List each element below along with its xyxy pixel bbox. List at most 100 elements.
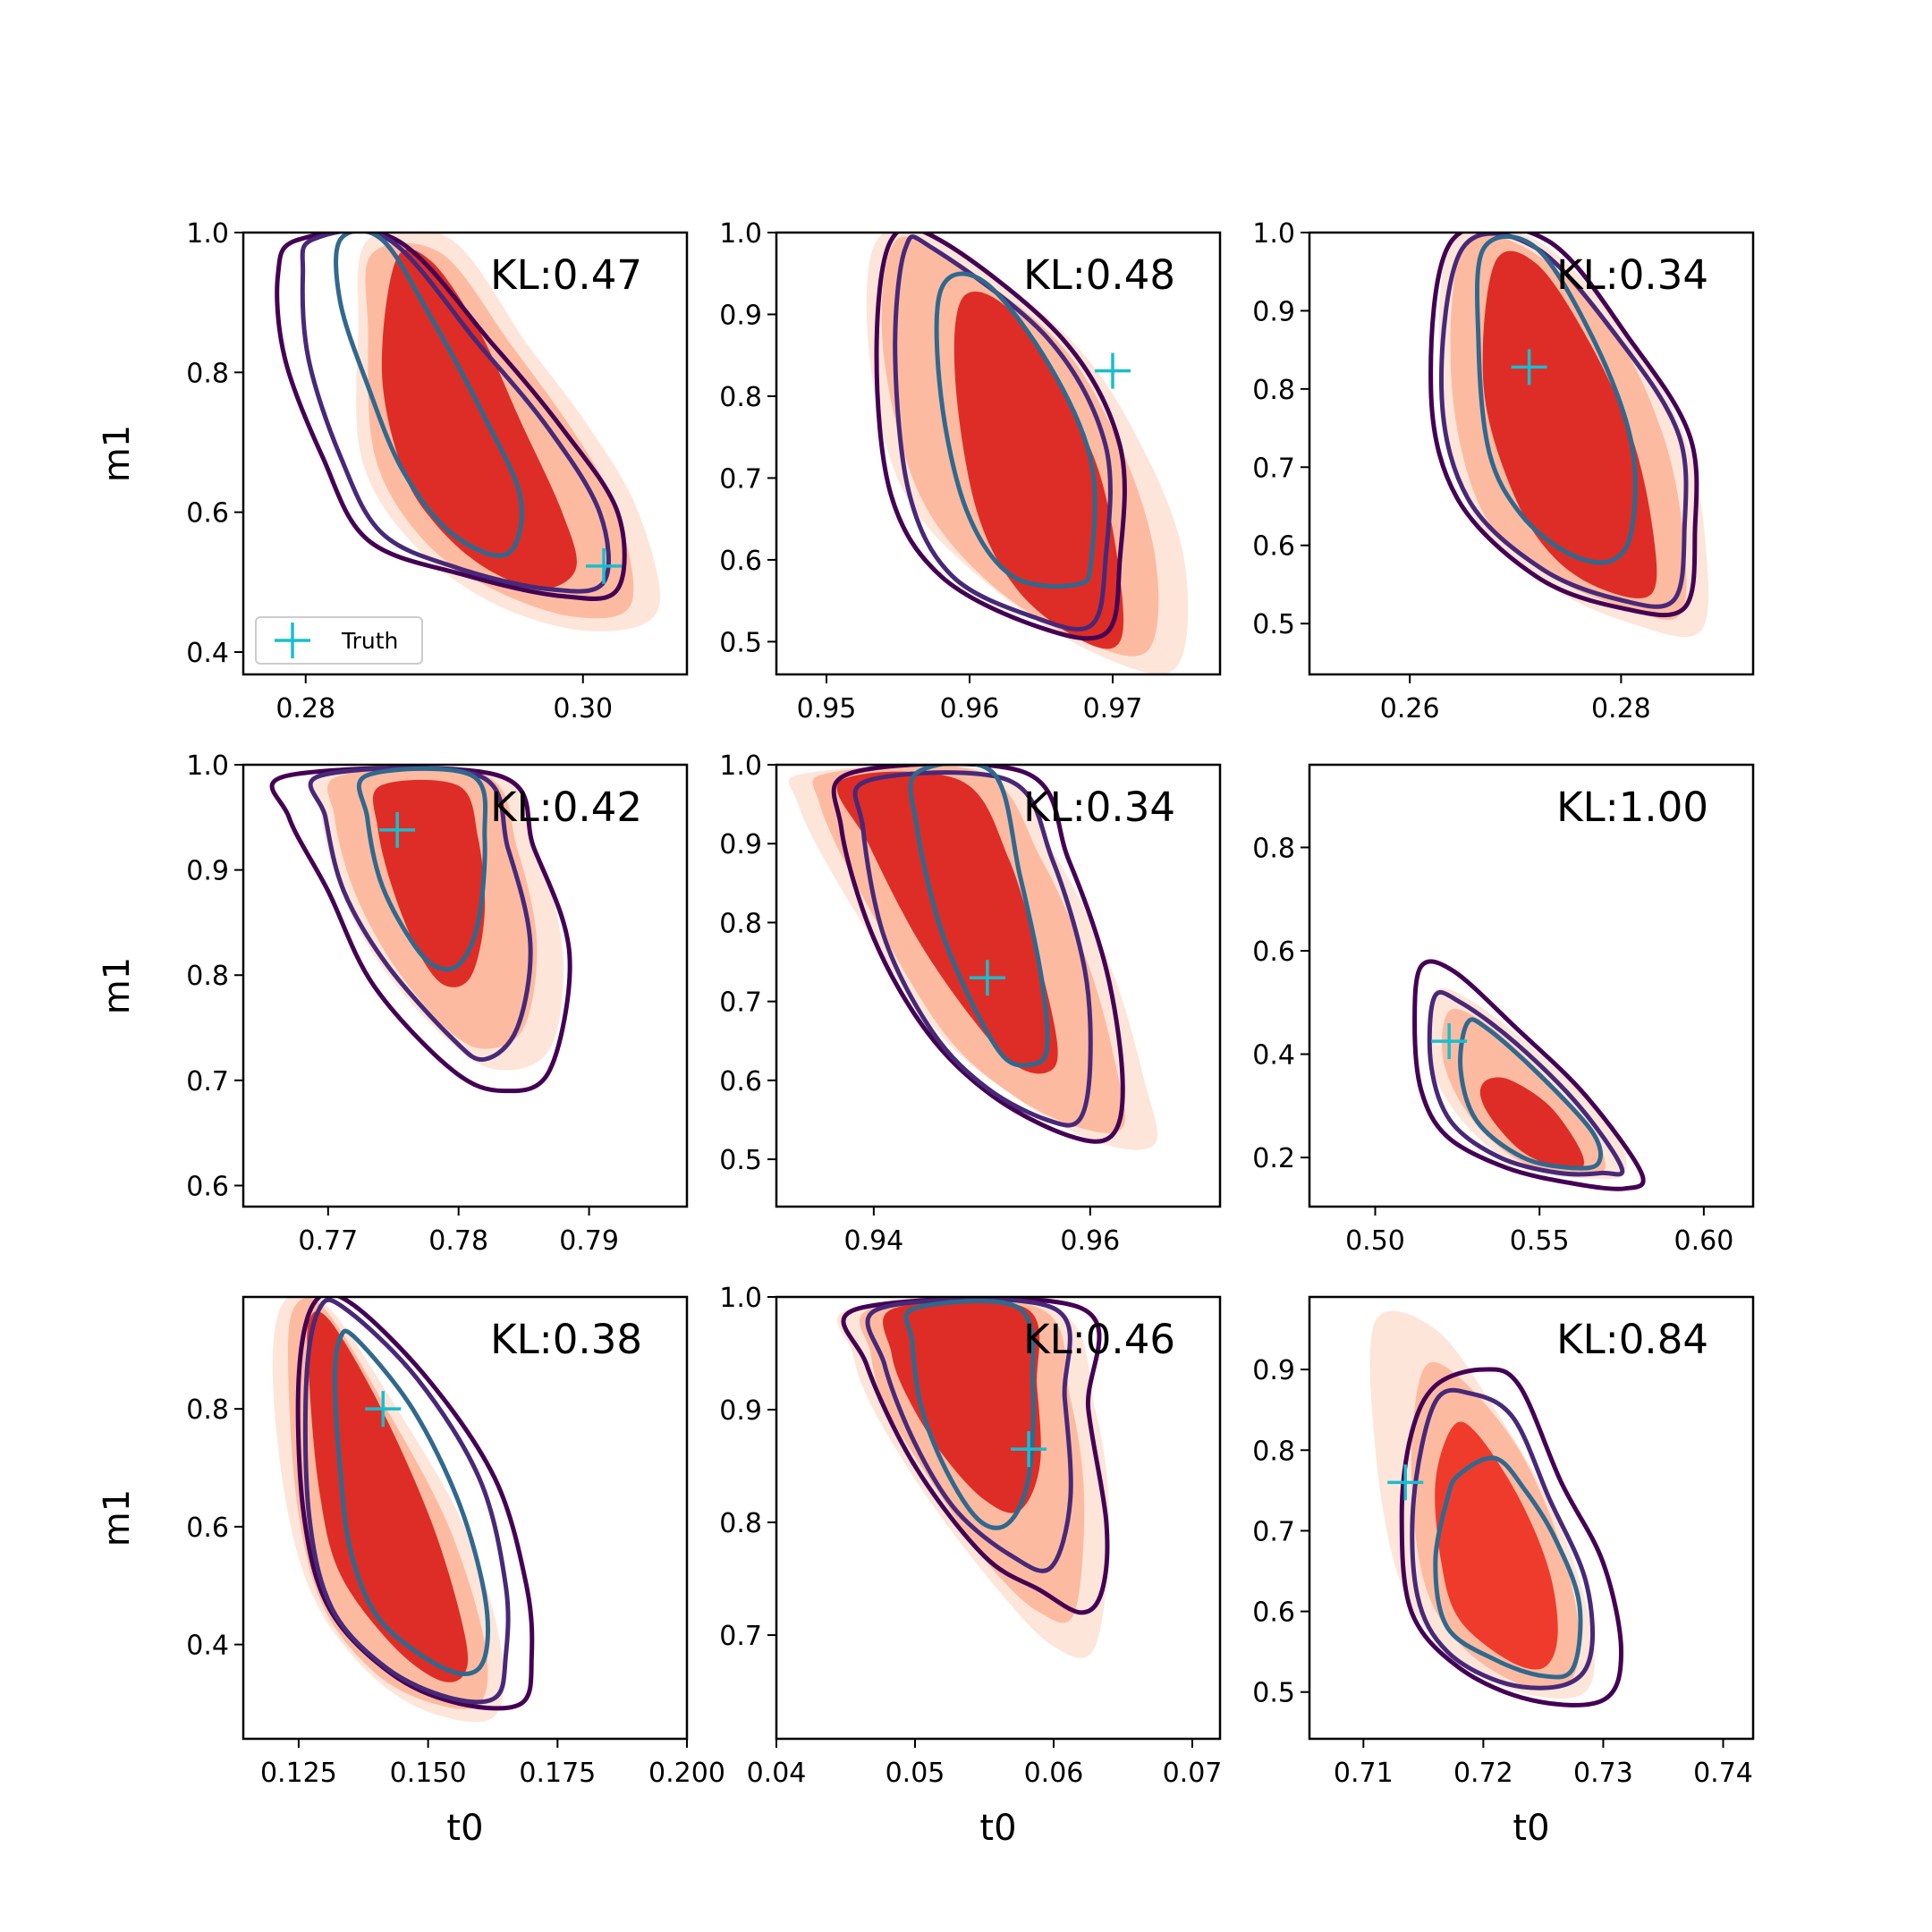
contour-line-level-4	[295, 1297, 535, 1711]
y-tick-label: 0.6	[186, 1171, 229, 1202]
plot-area	[836, 1297, 1110, 1658]
filled-contour-level-3	[307, 1310, 469, 1682]
y-tick-label: 1.0	[186, 750, 229, 782]
kl-annotation: KL:0.47	[490, 251, 642, 299]
x-tick-label: 0.96	[1060, 1225, 1120, 1257]
axes-frame	[242, 1295, 689, 1741]
y-tick-label: 0.9	[719, 1395, 762, 1427]
kl-annotation: KL:1.00	[1556, 784, 1708, 831]
y-tick-label: 0.5	[1252, 1678, 1295, 1709]
truth-marker	[586, 547, 622, 584]
contour-line-level-6	[1474, 234, 1638, 565]
y-tick-label: 0.9	[719, 300, 762, 331]
axes-frame	[775, 231, 1222, 676]
truth-marker	[1387, 1464, 1424, 1501]
subplot-row2-col2: 0.94 0.96 0.5 0.6 0.7 0.8 0.9 1.0 KL:0.34	[719, 750, 1222, 1257]
x-tick-label: 0.71	[1334, 1758, 1394, 1789]
kl-annotation: KL:0.34	[1556, 251, 1708, 299]
subplot-row2-col1: 0.77 0.78 0.79 0.6 0.7 0.8 0.9 1.0 KL:0.42 m1	[97, 750, 689, 1257]
x-tick-label: 0.96	[940, 693, 1000, 724]
contour-line-level-4	[275, 233, 627, 601]
contour-line-level-6	[1433, 1455, 1583, 1680]
y-tick-label: 0.5	[719, 627, 762, 658]
contour-line-level-6	[934, 271, 1097, 589]
truth-marker	[1095, 352, 1131, 389]
axes-frame	[1308, 231, 1755, 676]
y-tick-label: 0.6	[719, 546, 762, 577]
plot-area	[275, 233, 660, 631]
contour-line-level-5	[1427, 989, 1625, 1177]
x-tick-label: 0.28	[1591, 693, 1651, 724]
contour-line-level-5	[893, 234, 1113, 632]
plot-area	[788, 765, 1158, 1150]
y-tick-label: 0.6	[186, 498, 229, 530]
x-tick-label: 0.150	[390, 1758, 467, 1789]
kl-annotation: KL:0.38	[490, 1316, 642, 1363]
y-axis-label: m1	[97, 425, 138, 482]
y-tick-label: 1.0	[719, 1283, 762, 1314]
contour-line-level-4	[874, 233, 1127, 641]
y-tick-label: 0.8	[1252, 1436, 1295, 1467]
y-tick-label: 0.9	[1252, 1355, 1295, 1386]
y-tick-label: 0.8	[719, 908, 762, 939]
truth-marker	[1431, 1023, 1468, 1060]
plot-area	[269, 766, 572, 1094]
axes-frame	[242, 763, 689, 1208]
x-tick-label: 0.05	[886, 1758, 945, 1789]
x-tick-label: 0.79	[559, 1225, 619, 1257]
x-tick-label: 0.175	[519, 1758, 596, 1789]
y-tick-label: 0.5	[1252, 609, 1295, 640]
x-tick-label: 0.97	[1083, 693, 1143, 724]
filled-contour-level-3	[372, 779, 486, 987]
y-tick-label: 0.6	[186, 1513, 229, 1544]
x-tick-label: 0.60	[1674, 1225, 1733, 1257]
axes-frame	[775, 763, 1222, 1208]
legend-label: Truth	[341, 628, 398, 654]
filled-contour-level-3	[1482, 250, 1657, 598]
truth-marker	[1011, 1431, 1047, 1468]
filled-contour-level-3	[883, 1300, 1041, 1513]
axes-frame	[242, 231, 689, 676]
subplot-row1-col1: 0.28 0.30 0.4 0.6 0.8 1.0 KL:0.47 m1 Truth	[97, 218, 689, 724]
y-tick-label: 1.0	[1252, 218, 1295, 250]
contour-line-level-5	[1410, 1387, 1596, 1690]
filled-contour-level-3	[1435, 1421, 1558, 1670]
x-tick-label: 0.94	[843, 1225, 903, 1257]
contour-line-level-5	[1439, 233, 1689, 609]
contour-line-level-5	[852, 770, 1093, 1128]
x-tick-label: 0.95	[797, 693, 857, 724]
truth-marker	[969, 960, 1005, 996]
contour-line-level-4	[831, 765, 1125, 1144]
y-tick-label: 0.8	[1252, 833, 1295, 864]
axes-frame	[1308, 1295, 1755, 1741]
kl-annotation: KL:0.84	[1556, 1316, 1708, 1363]
x-tick-label: 0.26	[1380, 693, 1440, 724]
x-tick-label: 0.77	[298, 1225, 358, 1257]
y-tick-label: 0.4	[1252, 1040, 1295, 1072]
subplot-row3-col2: 0.04 0.05 0.06 0.07 0.7 0.8 0.9 1.0 KL:0.46 t0	[719, 1283, 1222, 1849]
contour-line-level-5	[302, 1297, 511, 1705]
y-tick-label: 0.9	[719, 829, 762, 860]
contour-line-level-6	[908, 765, 1050, 1068]
y-tick-label: 0.9	[1252, 296, 1295, 327]
truth-marker	[365, 1391, 402, 1428]
x-tick-label: 0.125	[260, 1758, 337, 1789]
x-tick-label: 0.04	[747, 1758, 807, 1789]
kl-annotation: KL:0.42	[490, 784, 642, 831]
x-tick-label: 0.74	[1693, 1758, 1753, 1789]
y-tick-label: 0.7	[719, 1621, 762, 1652]
y-tick-label: 0.8	[1252, 375, 1295, 406]
y-tick-label: 1.0	[719, 750, 762, 782]
y-tick-label: 0.8	[719, 382, 762, 413]
y-tick-label: 0.7	[719, 987, 762, 1019]
y-tick-label: 0.8	[186, 961, 229, 992]
x-tick-label: 0.50	[1345, 1225, 1405, 1257]
contour-line-level-4	[1399, 1367, 1623, 1707]
subplot-row1-col3: 0.26 0.28 0.5 0.6 0.7 0.8 0.9 1.0 KL:0.34	[1252, 218, 1755, 724]
contour-line-level-6	[356, 766, 488, 972]
plot-area	[272, 1297, 535, 1723]
x-axis-label: t0	[979, 1808, 1016, 1849]
y-tick-label: 0.8	[186, 358, 229, 389]
